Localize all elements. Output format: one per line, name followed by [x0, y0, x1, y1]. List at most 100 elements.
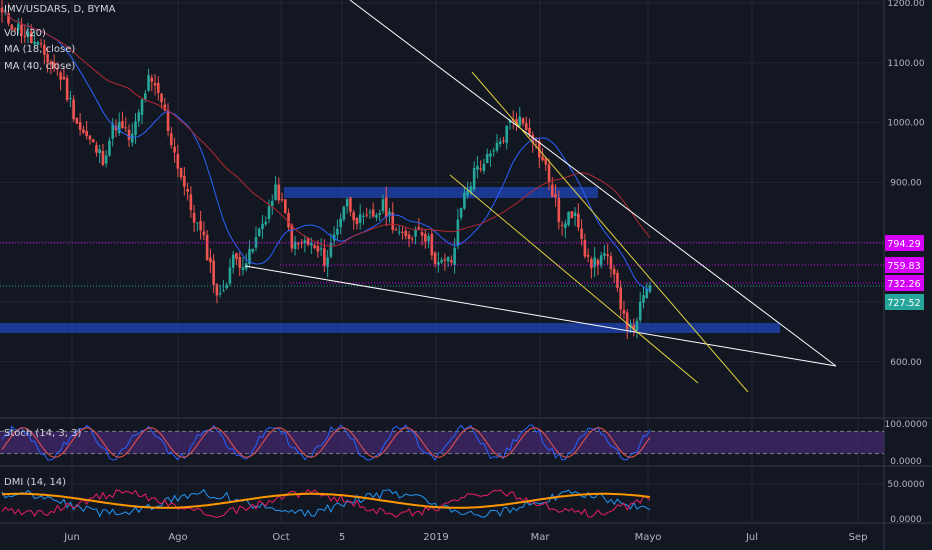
candle-body	[482, 163, 486, 172]
candle-body	[72, 99, 75, 120]
candle-body	[36, 41, 40, 45]
candle-body	[192, 212, 196, 223]
candle-body	[391, 212, 395, 231]
candle-body	[241, 267, 245, 270]
candle-body	[365, 214, 369, 216]
y-tick-label: 900.00	[890, 178, 922, 188]
candle-body	[567, 212, 570, 226]
candle-body	[319, 248, 323, 250]
candle-body	[82, 129, 85, 133]
candle-body	[186, 188, 189, 192]
candle-body	[394, 229, 398, 231]
candle-body	[280, 199, 284, 201]
candle-body	[388, 211, 391, 216]
candle-body	[23, 35, 27, 37]
lower-trendline	[244, 265, 837, 367]
candle-body	[95, 145, 98, 153]
candle-body	[104, 155, 108, 164]
candle-body	[342, 206, 346, 220]
candle-body	[456, 219, 460, 246]
candle-body	[339, 218, 342, 227]
candle-body	[163, 104, 167, 111]
candle-body	[196, 222, 199, 224]
candle-body	[381, 199, 385, 212]
candle-body	[270, 200, 274, 206]
candle-body	[606, 254, 609, 257]
x-tick-label: Jun	[63, 532, 80, 543]
stoch-d-line	[1, 427, 651, 458]
candle-body	[410, 238, 414, 240]
candle-body	[91, 139, 95, 143]
candle-body	[479, 168, 482, 170]
candle-body	[515, 119, 518, 126]
dmi-tick-label: 50.0000	[887, 480, 924, 490]
candle-body	[635, 320, 639, 331]
x-tick-label: Mar	[531, 532, 551, 543]
stoch-tick-label: 100.0000	[885, 420, 928, 430]
candle-body	[10, 24, 14, 30]
candle-body	[111, 123, 115, 139]
candle-body	[231, 254, 235, 268]
candle-body	[417, 227, 421, 230]
support-zone	[0, 323, 780, 333]
candle-body	[300, 242, 303, 244]
candle-body	[130, 133, 134, 143]
candle-body	[134, 121, 137, 135]
candle-body	[371, 209, 375, 217]
stoch-label[interactable]: Stoch (14, 3, 3)	[4, 428, 82, 439]
candle-body	[150, 77, 154, 82]
candle-body	[13, 28, 17, 30]
candle-body	[274, 184, 277, 201]
candle-body	[524, 123, 528, 130]
candle-body	[277, 184, 281, 201]
candle-body	[498, 141, 502, 144]
candle-body	[459, 208, 463, 218]
candle-body	[616, 272, 619, 288]
candle-body	[485, 154, 489, 164]
y-tick-label: 1000.00	[887, 119, 924, 129]
candle-body	[599, 255, 603, 266]
candle-body	[65, 77, 69, 101]
legend-ma18[interactable]: MA (18, close)	[4, 44, 76, 55]
x-tick-label: 2019	[423, 532, 448, 543]
candle-body	[140, 99, 144, 115]
candle-body	[147, 75, 150, 91]
candle-body	[603, 253, 606, 256]
candle-body	[547, 164, 551, 183]
candle-body	[407, 234, 411, 240]
candle-body	[420, 232, 424, 236]
x-tick-label: 5	[339, 532, 345, 543]
candle-body	[39, 43, 43, 45]
candle-body	[446, 257, 450, 262]
x-tick-label: Jul	[745, 532, 758, 543]
channel-line-lower	[449, 174, 699, 384]
candle-body	[209, 257, 212, 263]
candle-body	[453, 247, 456, 266]
candle-body	[46, 54, 49, 63]
candle-body	[160, 93, 163, 103]
candle-body	[332, 234, 336, 241]
legend-symbol[interactable]: IMV/USDARS, D, BYMA	[4, 4, 116, 15]
candle-body	[238, 257, 242, 268]
candle-body	[88, 135, 92, 140]
candle-body	[384, 197, 388, 218]
candle-body	[632, 325, 636, 330]
candle-body	[43, 44, 46, 55]
candle-body	[59, 72, 62, 80]
candle-body	[443, 259, 447, 261]
candle-body	[378, 213, 382, 216]
candle-body	[153, 83, 157, 86]
candle-body	[52, 62, 56, 69]
candle-body	[502, 140, 505, 142]
candle-body	[183, 175, 186, 187]
candle-body	[355, 217, 359, 224]
legend-volume[interactable]: Vol. (20)	[4, 28, 46, 39]
candle-body	[362, 215, 365, 217]
candle-body	[323, 248, 326, 266]
candle-body	[121, 121, 124, 129]
dmi-label[interactable]: DMI (14, 14)	[4, 477, 67, 488]
y-tick-label: 600.00	[890, 358, 922, 368]
legend-ma40[interactable]: MA (40, close)	[4, 61, 76, 72]
price-label: 759.83	[887, 261, 920, 272]
